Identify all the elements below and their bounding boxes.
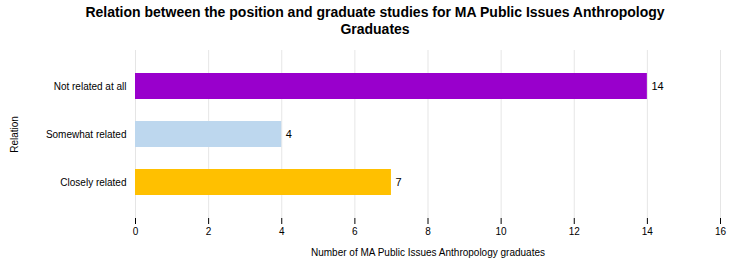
svg-text:6: 6 xyxy=(352,226,358,237)
svg-text:0: 0 xyxy=(133,226,139,237)
svg-text:7: 7 xyxy=(395,176,401,188)
svg-text:Relation: Relation xyxy=(9,116,20,153)
svg-text:16: 16 xyxy=(715,226,727,237)
svg-text:14: 14 xyxy=(651,80,663,92)
svg-text:Somewhat related: Somewhat related xyxy=(46,129,127,140)
svg-text:Closely related: Closely related xyxy=(60,177,126,188)
svg-text:Number of MA Public Issues Ant: Number of MA Public Issues Anthropology … xyxy=(311,247,545,258)
svg-text:12: 12 xyxy=(569,226,581,237)
html-text:Relation between the position: Relation between the position and gradua… xyxy=(85,4,665,37)
svg-text:4: 4 xyxy=(279,226,285,237)
svg-text:2: 2 xyxy=(206,226,212,237)
svg-text:4: 4 xyxy=(286,128,292,140)
svg-text:Not related at all: Not related at all xyxy=(54,81,127,92)
svg-text:8: 8 xyxy=(425,226,431,237)
svg-text:10: 10 xyxy=(496,226,508,237)
svg-text:14: 14 xyxy=(642,226,654,237)
